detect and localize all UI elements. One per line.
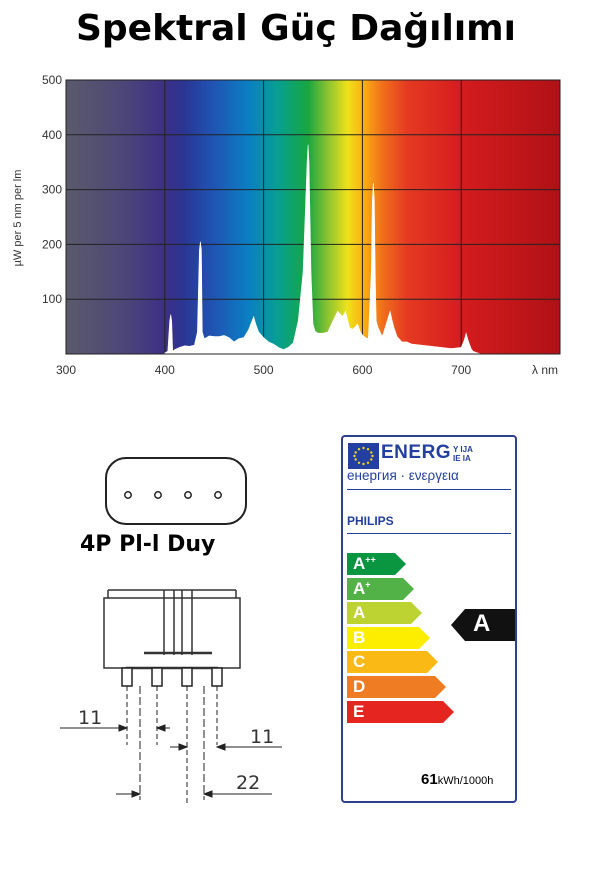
y-tick-label: 100 (42, 292, 62, 306)
y-axis-label: µW per 5 nm per lm (12, 170, 24, 267)
energy-class-label: B (353, 627, 366, 647)
dimension-label: 11 (250, 726, 274, 748)
y-tick-label: 400 (42, 128, 62, 142)
rating-letter: A (473, 610, 491, 637)
axis-ticks: 300 400 500 600 700 100 200 300 400 500 (42, 73, 472, 377)
consumption-unit: kWh/1000h (437, 775, 494, 787)
energy-suffix: IE IA (453, 454, 471, 463)
energy-class-bar: C (347, 651, 438, 674)
energy-class-bar: D (347, 676, 446, 698)
consumption-value: 61 (421, 771, 438, 788)
brand-name: PHILIPS (347, 514, 394, 528)
pin-hole (154, 491, 162, 499)
pin-hole (124, 491, 132, 499)
energy-class-bar: E (347, 700, 454, 723)
y-tick-label: 200 (42, 237, 62, 251)
energy-class-sup: ++ (365, 554, 376, 565)
energy-suffix: Y IJA (453, 445, 473, 454)
x-axis-label: λ nm (532, 363, 558, 377)
energy-class-label: A++ (353, 554, 376, 573)
y-tick-label: 300 (42, 183, 62, 197)
energy-heading: ENERG (381, 442, 452, 463)
plot-frame (65, 79, 561, 355)
energy-label: ENERG Y IJA IE IA енергия · ενεργεια PHI… (341, 435, 517, 803)
x-tick-label: 600 (352, 363, 372, 377)
y-tick-label: 500 (42, 73, 62, 87)
energy-class-label: A (353, 603, 366, 623)
dimension-label: 22 (236, 772, 260, 794)
dimension-label: 11 (78, 707, 102, 729)
energy-class-label: A+ (353, 578, 371, 598)
energy-class-label: D (353, 677, 366, 696)
spectral-chart: 300 400 500 600 700 100 200 300 400 500 µW per 5 … (12, 73, 561, 377)
energy-class-label: E (353, 701, 365, 721)
x-tick-label: 300 (56, 363, 76, 377)
energy-class-bar: A+ (347, 577, 414, 600)
pin-hole (214, 491, 222, 499)
connector-side-view (103, 589, 241, 670)
rating-indicator: A (451, 609, 515, 641)
x-tick-label: 500 (254, 363, 274, 377)
connector-drawing: 11 11 22 (60, 457, 282, 805)
divider (347, 533, 511, 534)
x-tick-label: 400 (155, 363, 175, 377)
plot-area (66, 80, 560, 354)
dimension-lines (60, 686, 282, 805)
page-title: Spektral Güç Dağılımı (75, 8, 517, 49)
spectrum-curve (164, 144, 482, 355)
energy-class-sup: + (365, 578, 371, 589)
energy-class-bar: A++ (347, 553, 406, 575)
pin-hole (184, 491, 192, 499)
divider (347, 489, 511, 490)
x-tick-label: 700 (451, 363, 471, 377)
connector-label: 4P Pl-l Duy (80, 532, 216, 557)
pins (121, 667, 223, 687)
energy-class-label: C (353, 652, 366, 672)
energy-class-bar: B (347, 626, 430, 649)
energy-subline: енергия · ενεργεια (347, 468, 459, 483)
consumption: 61kWh/1000h (421, 771, 493, 788)
energy-class-bar: A (347, 602, 422, 625)
connector-top-view (105, 457, 247, 525)
eu-flag-icon (348, 443, 379, 469)
